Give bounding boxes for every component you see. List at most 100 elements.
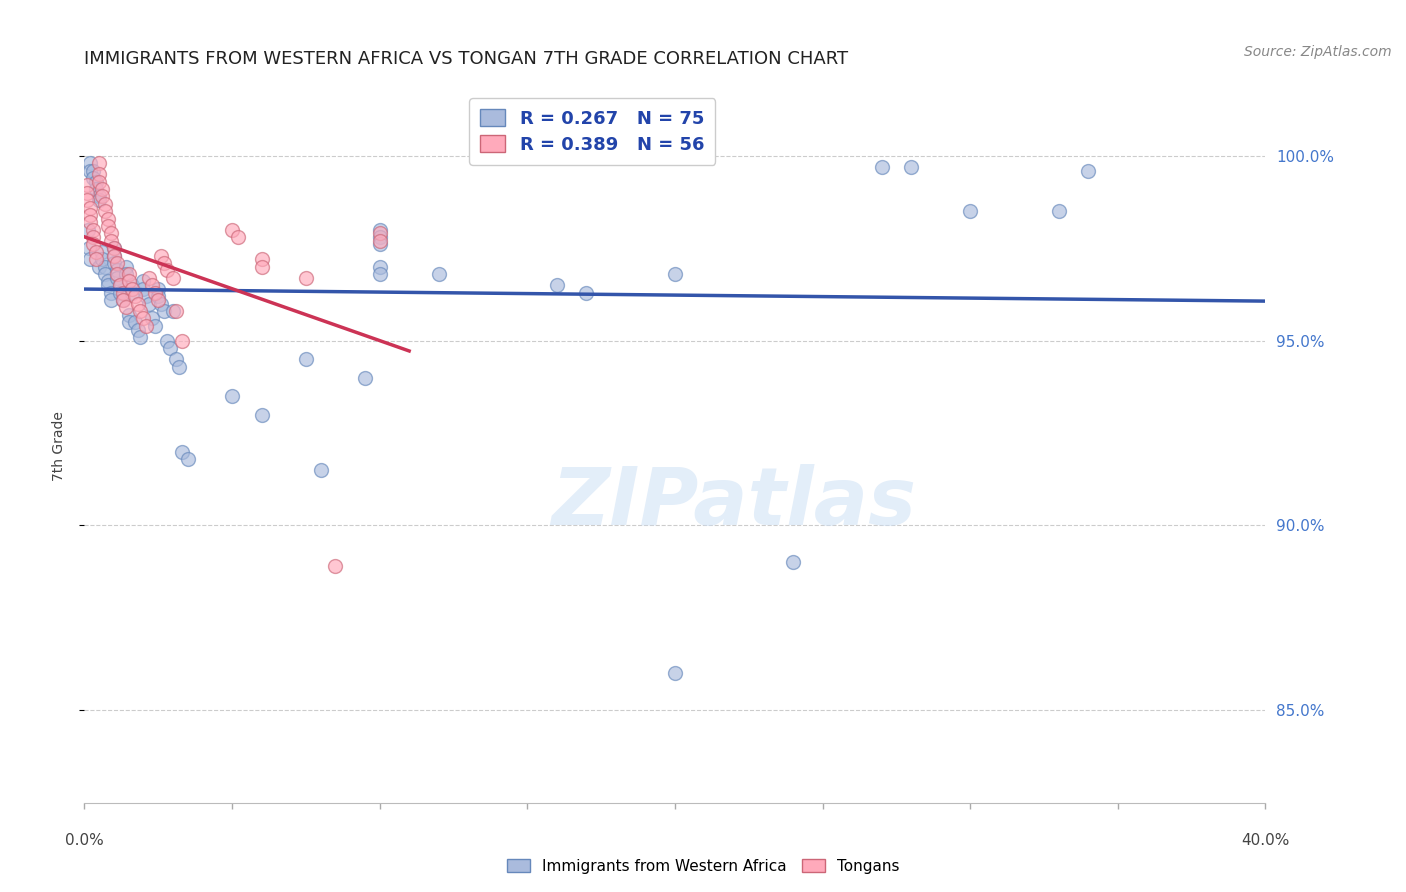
Point bbox=[87, 167, 111, 181]
Text: ZIPatlas: ZIPatlas bbox=[551, 464, 917, 542]
Point bbox=[959, 204, 981, 219]
Point bbox=[368, 234, 391, 248]
Point bbox=[79, 215, 101, 229]
Point bbox=[148, 282, 170, 296]
Point bbox=[114, 260, 136, 274]
Point bbox=[368, 223, 391, 237]
Point bbox=[82, 230, 104, 244]
Point bbox=[121, 278, 143, 293]
Legend: Immigrants from Western Africa, Tongans: Immigrants from Western Africa, Tongans bbox=[501, 853, 905, 880]
Point bbox=[1047, 204, 1070, 219]
Point bbox=[135, 318, 157, 333]
Point bbox=[77, 241, 100, 255]
Point bbox=[143, 285, 166, 300]
Point bbox=[250, 260, 273, 274]
Point bbox=[105, 263, 128, 277]
Point bbox=[575, 285, 598, 300]
Point bbox=[76, 193, 98, 207]
Point bbox=[94, 260, 117, 274]
Point bbox=[782, 556, 804, 570]
Point bbox=[295, 270, 318, 285]
Point bbox=[129, 304, 152, 318]
Point bbox=[124, 315, 146, 329]
Point bbox=[118, 315, 141, 329]
Point bbox=[141, 311, 163, 326]
Point bbox=[87, 156, 111, 170]
Point bbox=[118, 267, 141, 281]
Point bbox=[664, 666, 686, 681]
Point bbox=[221, 223, 243, 237]
Point bbox=[91, 252, 114, 267]
Legend: R = 0.267   N = 75, R = 0.389   N = 56: R = 0.267 N = 75, R = 0.389 N = 56 bbox=[470, 98, 716, 165]
Point bbox=[368, 227, 391, 241]
Point bbox=[165, 304, 187, 318]
Point bbox=[103, 256, 125, 270]
Point bbox=[84, 182, 107, 196]
Point bbox=[132, 282, 155, 296]
Point bbox=[368, 260, 391, 274]
Point bbox=[368, 237, 391, 252]
Point bbox=[105, 270, 128, 285]
Point bbox=[159, 341, 181, 355]
Point bbox=[108, 278, 131, 293]
Point bbox=[170, 444, 193, 458]
Point bbox=[94, 204, 117, 219]
Point bbox=[105, 267, 128, 281]
Point bbox=[79, 201, 101, 215]
Point bbox=[97, 211, 120, 226]
Point bbox=[97, 275, 120, 289]
Point bbox=[325, 559, 347, 574]
Text: Source: ZipAtlas.com: Source: ZipAtlas.com bbox=[1244, 45, 1392, 59]
Point bbox=[150, 296, 173, 310]
Point bbox=[135, 289, 157, 303]
Point bbox=[354, 370, 377, 384]
Point bbox=[127, 296, 149, 310]
Point bbox=[91, 189, 114, 203]
Point bbox=[143, 318, 166, 333]
Point bbox=[103, 249, 125, 263]
Point bbox=[900, 160, 922, 174]
Y-axis label: 7th Grade: 7th Grade bbox=[52, 411, 66, 481]
Point bbox=[132, 311, 155, 326]
Point bbox=[97, 219, 120, 233]
Point bbox=[1077, 163, 1099, 178]
Point bbox=[250, 252, 273, 267]
Point bbox=[82, 223, 104, 237]
Point bbox=[165, 352, 187, 367]
Point bbox=[546, 278, 568, 293]
Point bbox=[97, 278, 120, 293]
Point bbox=[150, 249, 173, 263]
Point bbox=[226, 230, 249, 244]
Point bbox=[250, 408, 273, 422]
Point bbox=[87, 260, 111, 274]
Point bbox=[84, 175, 107, 189]
Point bbox=[162, 304, 184, 318]
Point bbox=[124, 289, 146, 303]
Point bbox=[103, 249, 125, 263]
Point bbox=[108, 278, 131, 293]
Point bbox=[127, 322, 149, 336]
Point bbox=[138, 296, 160, 310]
Point bbox=[79, 208, 101, 222]
Point bbox=[129, 330, 152, 344]
Point bbox=[368, 230, 391, 244]
Point bbox=[79, 163, 101, 178]
Point bbox=[118, 275, 141, 289]
Point bbox=[148, 289, 170, 303]
Point bbox=[121, 285, 143, 300]
Point bbox=[82, 170, 104, 185]
Point bbox=[84, 244, 107, 259]
Point bbox=[84, 252, 107, 267]
Text: 0.0%: 0.0% bbox=[65, 833, 104, 848]
Text: IMMIGRANTS FROM WESTERN AFRICA VS TONGAN 7TH GRADE CORRELATION CHART: IMMIGRANTS FROM WESTERN AFRICA VS TONGAN… bbox=[84, 50, 848, 68]
Point bbox=[111, 293, 134, 307]
Point bbox=[100, 227, 122, 241]
Point bbox=[114, 301, 136, 315]
Point bbox=[141, 278, 163, 293]
Point bbox=[368, 267, 391, 281]
Point bbox=[114, 267, 136, 281]
Point bbox=[167, 359, 190, 374]
Point bbox=[664, 267, 686, 281]
Point bbox=[111, 285, 134, 300]
Point bbox=[79, 156, 101, 170]
